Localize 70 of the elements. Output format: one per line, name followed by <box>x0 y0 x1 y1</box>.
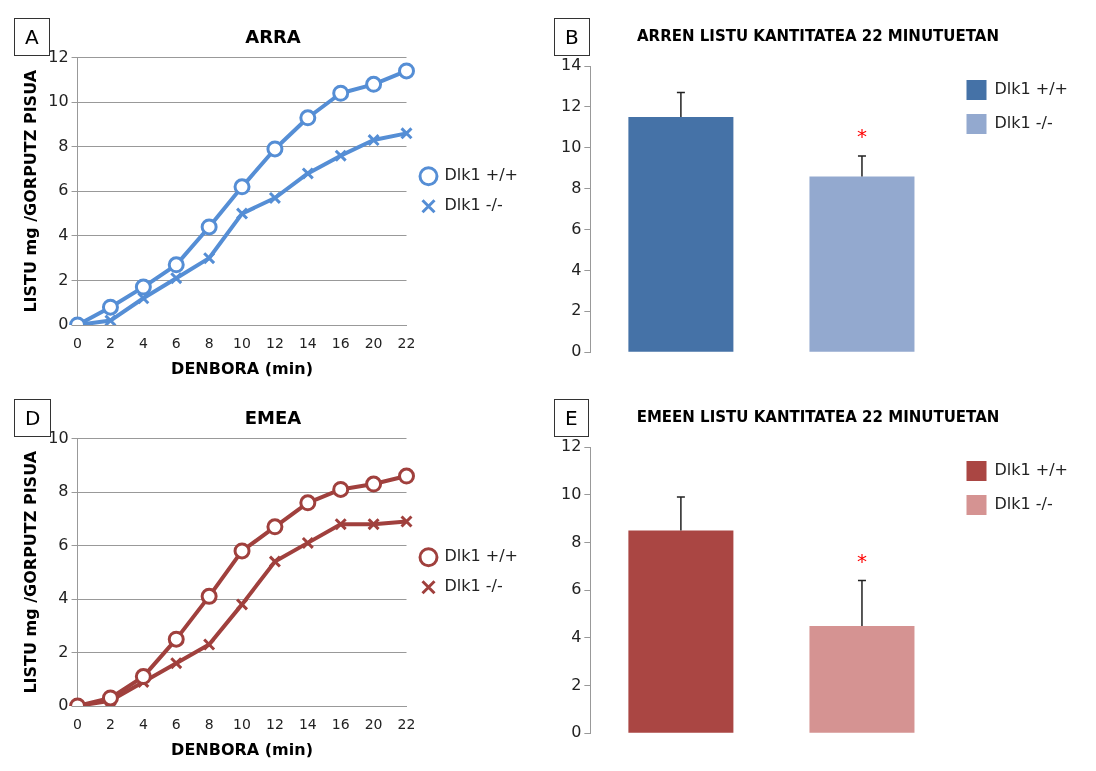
y-tick-label: 10 <box>561 483 582 503</box>
text: B <box>554 18 590 56</box>
x-tick-label: 8 <box>204 335 214 352</box>
x-tick-label: 2 <box>105 335 115 352</box>
y-tick-label: 4 <box>571 259 582 279</box>
text: D <box>25 406 41 430</box>
y-tick-label: 12 <box>561 436 582 456</box>
x-tick-label: 10 <box>233 335 251 352</box>
y-tick-label: 12 <box>561 96 582 116</box>
y-tick-label: 4 <box>571 626 582 646</box>
x-tick-label: 8 <box>204 716 214 733</box>
y-tick-label: 8 <box>571 531 582 551</box>
x-tick-label: 16 <box>331 716 350 733</box>
text: E <box>554 399 589 437</box>
x-tick-label: 4 <box>138 335 148 352</box>
legend-label: Dlk1 +/+ <box>994 79 1068 99</box>
y-tick-label: 8 <box>571 177 582 197</box>
legend-label: Dlk1 -/- <box>444 576 503 596</box>
y-axis-title: LISTU mg /GORPUTZ PISUA <box>20 450 40 694</box>
x-tick-label: 16 <box>331 335 350 352</box>
x-tick-label: 6 <box>171 716 181 733</box>
x-tick-label: 20 <box>364 716 383 733</box>
legend-label: Dlk1 +/+ <box>994 460 1068 480</box>
annotation: * <box>856 548 867 573</box>
x-tick-label: 22 <box>397 335 416 352</box>
x-tick-label: 6 <box>171 335 181 352</box>
text: A <box>14 18 50 56</box>
x-tick-label: 0 <box>73 716 83 733</box>
y-axis-title: LISTU mg /GORPUTZ PISUA <box>20 69 40 313</box>
x-tick-label: 22 <box>397 716 416 733</box>
chart-title: ARRA <box>245 26 301 48</box>
chart-title: EMEEN LISTU KANTITATEA 22 MINUTUETAN <box>636 407 1000 426</box>
x-tick-label: 2 <box>105 716 115 733</box>
annotation: * <box>856 124 867 149</box>
legend-label: Dlk1 +/+ <box>444 165 518 185</box>
legend-label: Dlk1 +/+ <box>444 546 518 566</box>
y-tick-label: 0 <box>58 695 69 715</box>
y-tick-label: 12 <box>48 46 69 66</box>
x-tick-label: 14 <box>298 335 317 352</box>
y-tick-label: 6 <box>58 180 69 200</box>
x-tick-label: 12 <box>266 335 284 352</box>
chart-title: ARREN LISTU KANTITATEA 22 MINUTUETAN <box>637 26 999 45</box>
legend-label: Dlk1 -/- <box>444 195 503 215</box>
y-tick-label: 10 <box>48 427 69 447</box>
y-tick-label: 4 <box>58 225 69 245</box>
y-tick-label: 2 <box>58 641 69 661</box>
y-tick-label: 6 <box>58 534 69 554</box>
y-tick-label: 2 <box>571 674 582 694</box>
legend-label: Dlk1 -/- <box>994 494 1053 514</box>
x-tick-label: 10 <box>233 716 251 733</box>
y-tick-label: 6 <box>571 579 582 599</box>
legend-label: Dlk1 -/- <box>994 113 1053 133</box>
y-tick-label: 4 <box>58 588 69 608</box>
x-tick-label: 0 <box>73 335 83 352</box>
y-tick-label: 10 <box>561 136 582 156</box>
y-tick-label: 6 <box>571 218 582 238</box>
x-tick-label: 4 <box>138 716 148 733</box>
x-axis-title: DENBORA (min) <box>171 358 313 378</box>
x-axis-title: DENBORA (min) <box>171 739 313 759</box>
y-tick-label: 2 <box>571 300 582 320</box>
x-tick-label: 20 <box>364 335 383 352</box>
chart-title: EMEA <box>244 407 302 429</box>
y-tick-label: 10 <box>48 91 69 111</box>
y-tick-label: 14 <box>561 55 582 75</box>
y-tick-label: 8 <box>58 481 69 501</box>
y-tick-label: 8 <box>58 135 69 155</box>
y-tick-label: 2 <box>58 269 69 289</box>
y-tick-label: 0 <box>58 314 69 334</box>
x-tick-label: 12 <box>266 716 284 733</box>
x-tick-label: 14 <box>298 716 317 733</box>
